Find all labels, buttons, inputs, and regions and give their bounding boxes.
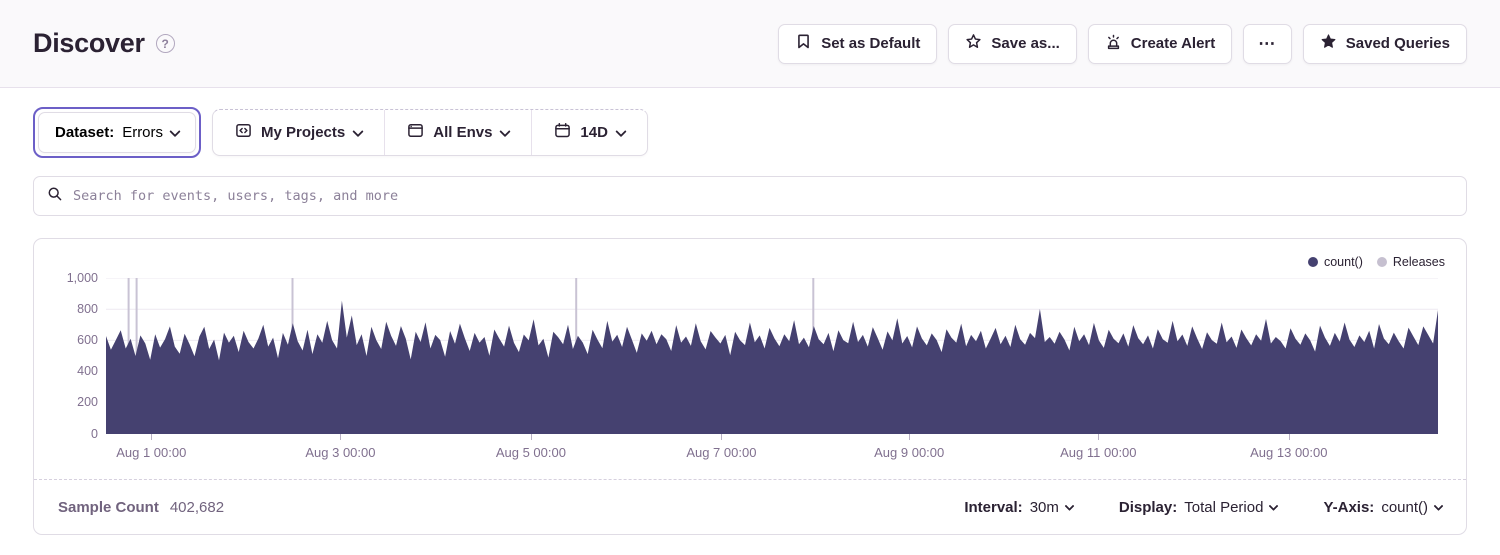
filter-bar: Dataset: Errors My Projects All Envs 14D [0,88,1500,158]
search-icon [47,186,63,207]
ellipsis-icon: ⋯ [1258,33,1277,53]
y-tick-label: 0 [91,426,98,441]
y-tick-label: 200 [77,395,98,410]
interval-dropdown[interactable]: Interval: 30m [964,499,1075,516]
dataset-value: Errors [122,124,164,141]
y-axis-labels: 0 200 400 600 800 1,000 [34,271,98,441]
x-tick-label: Aug 1 00:00 [116,445,187,460]
date-range-dropdown[interactable]: 14D [531,110,647,155]
sample-count-value: 402,682 [169,498,225,516]
star-outline-icon [965,33,982,54]
saved-queries-button[interactable]: Saved Queries [1302,23,1467,64]
chart-legend: count() Releases [1307,255,1445,269]
window-icon [407,122,424,143]
page-title: Discover [33,28,145,58]
x-tick-label: Aug 7 00:00 [686,445,757,460]
set-as-default-button[interactable]: Set as Default [778,23,938,64]
project-icon [235,122,252,143]
save-as-button[interactable]: Save as... [948,23,1077,64]
page-filter-group: My Projects All Envs 14D [212,109,648,156]
x-axis-ticks [106,434,1438,440]
dataset-dropdown[interactable]: Dataset: Errors [38,112,197,153]
chart-footer: Sample Count 402,682 Interval: 30m Displ… [34,479,1466,534]
sample-count-label: Sample Count [58,498,159,516]
header-actions: Set as Default Save as... Create Alert ⋯… [778,23,1467,64]
chevron-down-icon [615,125,627,137]
dataset-highlight-ring: Dataset: Errors [33,107,202,158]
siren-icon [1105,33,1122,54]
plot-svg [106,278,1438,434]
create-alert-button[interactable]: Create Alert [1087,23,1233,64]
display-dropdown[interactable]: Display: Total Period [1119,499,1279,516]
search-bar [33,176,1467,216]
chevron-down-icon [169,125,181,137]
x-tick-label: Aug 13 00:00 [1250,445,1328,460]
x-tick-label: Aug 5 00:00 [495,445,566,460]
projects-dropdown[interactable]: My Projects [213,110,384,155]
y-tick-label: 800 [77,301,98,316]
chevron-down-icon [1064,500,1075,511]
y-tick-label: 1,000 [66,270,98,285]
bookmark-icon [795,33,812,54]
page-header: Discover ? Set as Default Save as... Cre… [0,0,1500,88]
x-tick-label: Aug 3 00:00 [305,445,376,460]
count-legend-dot [1307,257,1318,267]
x-axis-labels: Aug 1 00:00 Aug 3 00:00 Aug 5 00:00 Aug 7 0… [106,445,1438,463]
legend-item-count[interactable]: count() [1307,255,1363,269]
chevron-down-icon [1269,500,1279,511]
chart-area: count() Releases 0 200 400 600 800 1,000 Aug … [34,239,1466,479]
events-chart-panel: count() Releases 0 200 400 600 800 1,000 Aug … [33,238,1467,535]
calendar-icon [554,122,571,143]
chevron-down-icon [352,125,364,137]
y-tick-label: 600 [77,332,98,347]
chevron-down-icon [1433,500,1444,511]
star-filled-icon [1320,33,1337,54]
yaxis-dropdown[interactable]: Y-Axis: count() [1323,499,1444,516]
y-tick-label: 400 [77,364,98,379]
help-icon[interactable]: ? [155,34,175,53]
more-actions-button[interactable]: ⋯ [1243,23,1292,64]
environments-dropdown[interactable]: All Envs [384,110,531,155]
legend-item-releases[interactable]: Releases [1376,255,1445,269]
x-tick-label: Aug 11 00:00 [1060,445,1137,460]
chevron-down-icon [499,125,512,137]
releases-legend-dot [1376,257,1387,267]
x-tick-label: Aug 9 00:00 [874,445,945,460]
search-input[interactable] [73,188,1453,204]
count-series-plot[interactable] [106,278,1438,434]
